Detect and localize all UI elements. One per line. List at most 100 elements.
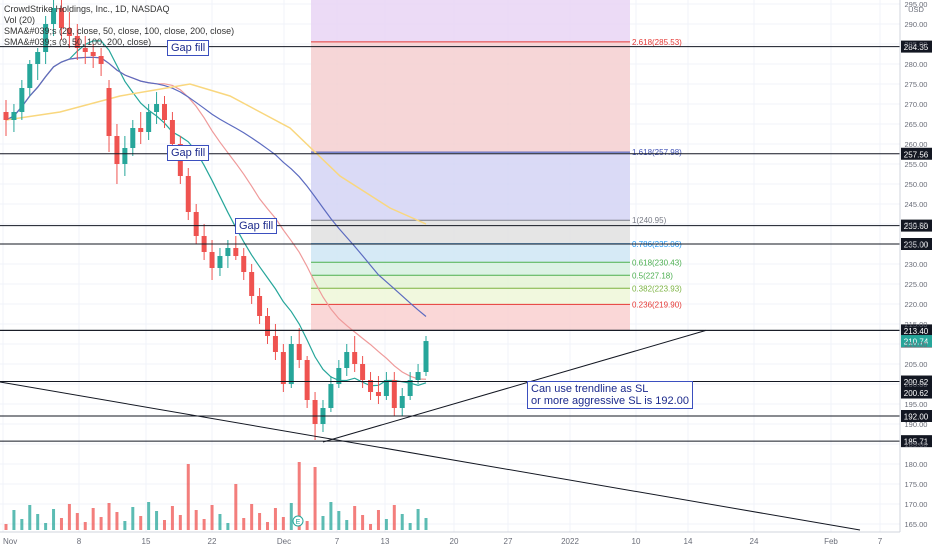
time-tick-label: Dec	[277, 537, 291, 546]
volume-bar	[36, 514, 40, 530]
volume-bar	[376, 510, 380, 530]
event-markers: E	[292, 515, 304, 527]
price-tick-label: 270.00	[905, 100, 928, 109]
earnings-marker-label: E	[296, 519, 301, 526]
last-price-label: 210.74	[904, 338, 929, 347]
volume-bar	[321, 516, 325, 530]
earnings-marker	[292, 515, 304, 527]
annotation-trendline-note[interactable]: Can use trendline as SL or more aggressi…	[527, 381, 693, 409]
volume-bar	[226, 523, 230, 530]
price-tick-label: 290.00	[905, 20, 928, 29]
candle-body	[344, 352, 350, 368]
volume-bar	[139, 516, 143, 530]
volume-bar	[12, 510, 16, 530]
volume-bar	[155, 511, 159, 530]
volume-bar	[162, 520, 166, 530]
price-tick-label: 200.00	[905, 380, 928, 389]
level-badge-label: 239.60	[904, 222, 929, 231]
price-tick-label: 195.00	[905, 400, 928, 409]
volume-bar	[369, 524, 373, 530]
volume-bar	[345, 520, 349, 530]
price-tick-label: 265.00	[905, 120, 928, 129]
volume-bar	[384, 519, 388, 530]
level-badge	[901, 410, 932, 422]
volume-bar	[107, 503, 111, 530]
candle-body	[352, 352, 358, 364]
candle-body	[383, 380, 389, 396]
candle-body	[19, 88, 25, 112]
candle-body	[90, 52, 96, 56]
candle-body	[296, 344, 302, 360]
annotation-gap-fill-2[interactable]: Gap fill	[167, 145, 210, 161]
time-axis[interactable]: Nov 8 15 22 Dec 7 13 20 27 2022 10 14 24 Feb 7	[0, 531, 900, 546]
candle-body	[106, 88, 112, 136]
level-badge	[901, 386, 932, 399]
candle-body	[154, 104, 160, 112]
annotation-gap-fill-1[interactable]: Gap fill	[167, 40, 210, 56]
time-tick-label: 2022	[561, 537, 579, 546]
time-tick-label: 20	[450, 537, 459, 546]
volume-bar	[147, 502, 151, 530]
volume-bar	[131, 507, 135, 530]
candle-body	[193, 212, 199, 236]
sma-line	[5, 56, 427, 317]
time-tick-label: 14	[684, 537, 693, 546]
candle-body	[98, 56, 104, 64]
fib-zone	[311, 275, 630, 289]
level-badge	[901, 375, 932, 388]
fib-zone	[311, 152, 630, 221]
price-tick-label: 185.00	[905, 440, 928, 449]
sma-200-line	[5, 83, 427, 225]
fib-zone	[311, 243, 630, 263]
candle-body	[265, 316, 271, 336]
candle-body	[312, 400, 318, 424]
level-badge	[901, 147, 932, 160]
time-tick-label: 22	[208, 537, 217, 546]
time-tick-label: Feb	[824, 537, 838, 546]
candle-body	[82, 48, 88, 52]
chart-legend: CrowdStrike Holdings, Inc., 1D, NASDAQ V…	[4, 4, 234, 48]
indicator-sma-2[interactable]: SMA&#039;s (9, 50, 100, 200, close)	[4, 37, 152, 47]
volume-bars	[4, 462, 428, 530]
candle-body	[58, 8, 64, 28]
trendlines	[0, 329, 861, 531]
candle-body	[241, 256, 247, 272]
descending-trendline	[0, 381, 861, 531]
volume-bar	[305, 521, 309, 530]
volume-bar	[416, 509, 420, 530]
annotation-gap-fill-3[interactable]: Gap fill	[235, 218, 278, 234]
candlesticks	[3, 0, 429, 440]
fib-zone	[311, 0, 630, 42]
candle-body	[169, 120, 175, 144]
volume-bar	[178, 515, 182, 530]
time-tick-label: 8	[77, 537, 82, 546]
horizontal-levels	[0, 46, 900, 442]
level-badge-label: 213.40	[904, 327, 929, 336]
fib-zone	[311, 288, 630, 305]
candle-body	[249, 272, 255, 296]
fib-level-label: 0.618(230.43)	[632, 258, 682, 267]
candle-body	[375, 392, 381, 396]
candle-body	[3, 112, 9, 120]
time-tick-label: 15	[142, 537, 151, 546]
candle-body	[161, 104, 167, 120]
indicator-sma-1[interactable]: SMA&#039;s (20, close, 50, close, 100, c…	[4, 26, 235, 36]
price-tick-label: 220.00	[905, 300, 928, 309]
volume-bar	[329, 502, 333, 530]
volume-bar	[91, 508, 95, 530]
candle-body	[257, 296, 263, 316]
indicator-volume[interactable]: Vol (20)	[4, 15, 36, 25]
level-badge-label: 200.62	[904, 389, 929, 398]
price-tick-label: 170.00	[905, 500, 928, 509]
volume-bar	[266, 522, 270, 530]
annotation-note-line-1: Can use trendline as SL	[531, 383, 649, 395]
price-axis[interactable]: 284.35257.56239.60235.00213.40213.40200.…	[899, 0, 932, 532]
fib-level-label: 0.5(227.18)	[632, 271, 673, 280]
price-tick-label: 230.00	[905, 260, 928, 269]
candle-body	[288, 344, 294, 384]
price-tick-label: 285.00	[905, 40, 928, 49]
time-tick-label: 7	[878, 537, 883, 546]
level-badge	[901, 238, 932, 250]
fibonacci-retracement: 2.618(285.53)1.618(257.98)1(240.95)0.786…	[311, 0, 682, 331]
